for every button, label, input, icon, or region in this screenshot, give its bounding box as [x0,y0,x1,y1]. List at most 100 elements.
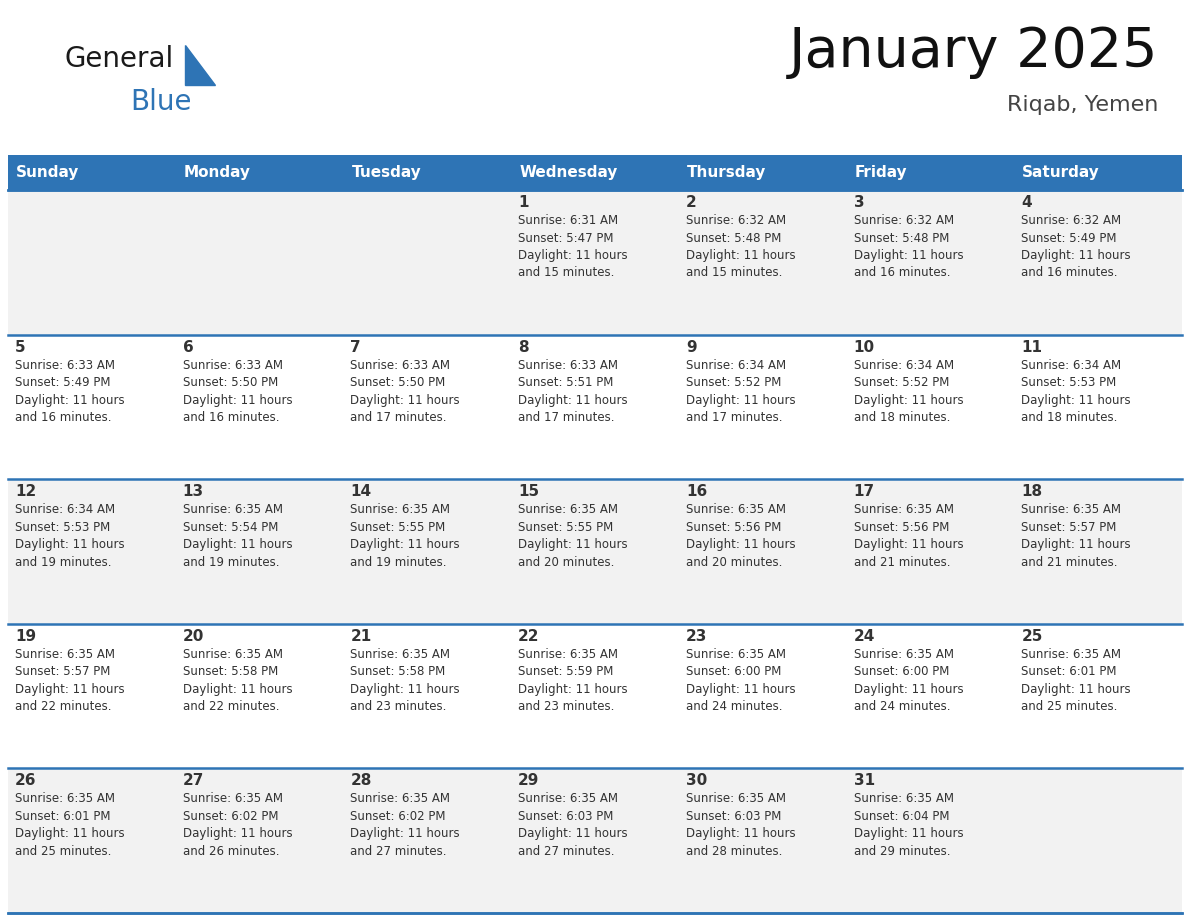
Text: 8: 8 [518,340,529,354]
Text: Sunrise: 6:35 AM
Sunset: 6:00 PM
Daylight: 11 hours
and 24 minutes.: Sunrise: 6:35 AM Sunset: 6:00 PM Dayligh… [685,648,796,713]
Text: Sunrise: 6:35 AM
Sunset: 5:57 PM
Daylight: 11 hours
and 22 minutes.: Sunrise: 6:35 AM Sunset: 5:57 PM Dayligh… [15,648,125,713]
Text: 31: 31 [853,773,874,789]
Bar [8,190,176,334]
Bar [8,768,176,913]
Bar [8,479,176,624]
Text: 27: 27 [183,773,204,789]
Text: Sunrise: 6:34 AM
Sunset: 5:53 PM
Daylight: 11 hours
and 18 minutes.: Sunrise: 6:34 AM Sunset: 5:53 PM Dayligh… [1022,359,1131,424]
Bar [176,155,343,190]
Text: Sunrise: 6:33 AM
Sunset: 5:50 PM
Daylight: 11 hours
and 16 minutes.: Sunrise: 6:33 AM Sunset: 5:50 PM Dayligh… [183,359,292,424]
Bar [176,334,343,479]
Bar [176,768,343,913]
Text: 7: 7 [350,340,361,354]
Text: Riqab, Yemen: Riqab, Yemen [1006,95,1158,115]
Text: Sunrise: 6:32 AM
Sunset: 5:49 PM
Daylight: 11 hours
and 16 minutes.: Sunrise: 6:32 AM Sunset: 5:49 PM Dayligh… [1022,214,1131,279]
Text: 15: 15 [518,484,539,499]
Text: Friday: Friday [854,165,908,180]
Text: 22: 22 [518,629,539,644]
Text: 11: 11 [1022,340,1042,354]
Text: 30: 30 [685,773,707,789]
Text: 19: 19 [15,629,36,644]
Text: Sunrise: 6:35 AM
Sunset: 6:02 PM
Daylight: 11 hours
and 27 minutes.: Sunrise: 6:35 AM Sunset: 6:02 PM Dayligh… [350,792,460,858]
Text: Sunrise: 6:35 AM
Sunset: 6:00 PM
Daylight: 11 hours
and 24 minutes.: Sunrise: 6:35 AM Sunset: 6:00 PM Dayligh… [853,648,963,713]
Bar [847,334,1015,479]
Bar [176,190,343,334]
Bar [1015,624,1182,768]
Text: 17: 17 [853,484,874,499]
Bar [343,624,511,768]
Bar [847,155,1015,190]
Bar [678,479,847,624]
Text: Sunrise: 6:35 AM
Sunset: 5:56 PM
Daylight: 11 hours
and 20 minutes.: Sunrise: 6:35 AM Sunset: 5:56 PM Dayligh… [685,503,796,568]
Text: Tuesday: Tuesday [352,165,422,180]
Text: Blue: Blue [129,88,191,116]
Text: January 2025: January 2025 [789,25,1158,79]
Text: 18: 18 [1022,484,1042,499]
Text: Sunrise: 6:32 AM
Sunset: 5:48 PM
Daylight: 11 hours
and 16 minutes.: Sunrise: 6:32 AM Sunset: 5:48 PM Dayligh… [853,214,963,279]
Bar [847,479,1015,624]
Text: 23: 23 [685,629,707,644]
Text: Sunrise: 6:35 AM
Sunset: 6:01 PM
Daylight: 11 hours
and 25 minutes.: Sunrise: 6:35 AM Sunset: 6:01 PM Dayligh… [1022,648,1131,713]
Text: Sunrise: 6:35 AM
Sunset: 6:02 PM
Daylight: 11 hours
and 26 minutes.: Sunrise: 6:35 AM Sunset: 6:02 PM Dayligh… [183,792,292,858]
Text: 29: 29 [518,773,539,789]
Text: 3: 3 [853,195,864,210]
Text: 9: 9 [685,340,696,354]
Bar [343,190,511,334]
Bar [1015,334,1182,479]
Bar [511,190,678,334]
Text: Sunrise: 6:35 AM
Sunset: 6:01 PM
Daylight: 11 hours
and 25 minutes.: Sunrise: 6:35 AM Sunset: 6:01 PM Dayligh… [15,792,125,858]
Text: 13: 13 [183,484,204,499]
Text: General: General [65,45,175,73]
Text: Sunrise: 6:34 AM
Sunset: 5:52 PM
Daylight: 11 hours
and 18 minutes.: Sunrise: 6:34 AM Sunset: 5:52 PM Dayligh… [853,359,963,424]
Text: 24: 24 [853,629,874,644]
Text: 2: 2 [685,195,696,210]
Text: 1: 1 [518,195,529,210]
Bar [176,624,343,768]
Text: Sunrise: 6:35 AM
Sunset: 5:59 PM
Daylight: 11 hours
and 23 minutes.: Sunrise: 6:35 AM Sunset: 5:59 PM Dayligh… [518,648,627,713]
Text: 5: 5 [15,340,26,354]
Text: Sunrise: 6:35 AM
Sunset: 5:58 PM
Daylight: 11 hours
and 22 minutes.: Sunrise: 6:35 AM Sunset: 5:58 PM Dayligh… [183,648,292,713]
Bar [511,334,678,479]
Text: Sunrise: 6:35 AM
Sunset: 6:03 PM
Daylight: 11 hours
and 28 minutes.: Sunrise: 6:35 AM Sunset: 6:03 PM Dayligh… [685,792,796,858]
Bar [8,624,176,768]
Text: 26: 26 [15,773,37,789]
Bar [511,479,678,624]
Bar [678,624,847,768]
Text: 6: 6 [183,340,194,354]
Text: 28: 28 [350,773,372,789]
Bar [678,334,847,479]
Bar [1015,768,1182,913]
Text: 16: 16 [685,484,707,499]
Bar [343,479,511,624]
Bar [1015,155,1182,190]
Text: 14: 14 [350,484,372,499]
Text: Sunrise: 6:35 AM
Sunset: 6:04 PM
Daylight: 11 hours
and 29 minutes.: Sunrise: 6:35 AM Sunset: 6:04 PM Dayligh… [853,792,963,858]
Bar [847,190,1015,334]
Text: Sunrise: 6:35 AM
Sunset: 5:57 PM
Daylight: 11 hours
and 21 minutes.: Sunrise: 6:35 AM Sunset: 5:57 PM Dayligh… [1022,503,1131,568]
Text: Sunrise: 6:32 AM
Sunset: 5:48 PM
Daylight: 11 hours
and 15 minutes.: Sunrise: 6:32 AM Sunset: 5:48 PM Dayligh… [685,214,796,279]
Text: Thursday: Thursday [687,165,766,180]
Text: 4: 4 [1022,195,1032,210]
Text: Sunrise: 6:33 AM
Sunset: 5:51 PM
Daylight: 11 hours
and 17 minutes.: Sunrise: 6:33 AM Sunset: 5:51 PM Dayligh… [518,359,627,424]
Text: Sunrise: 6:34 AM
Sunset: 5:52 PM
Daylight: 11 hours
and 17 minutes.: Sunrise: 6:34 AM Sunset: 5:52 PM Dayligh… [685,359,796,424]
Text: Monday: Monday [184,165,251,180]
Text: Sunrise: 6:35 AM
Sunset: 6:03 PM
Daylight: 11 hours
and 27 minutes.: Sunrise: 6:35 AM Sunset: 6:03 PM Dayligh… [518,792,627,858]
Bar [511,155,678,190]
Text: Sunrise: 6:33 AM
Sunset: 5:49 PM
Daylight: 11 hours
and 16 minutes.: Sunrise: 6:33 AM Sunset: 5:49 PM Dayligh… [15,359,125,424]
Text: Sunrise: 6:33 AM
Sunset: 5:50 PM
Daylight: 11 hours
and 17 minutes.: Sunrise: 6:33 AM Sunset: 5:50 PM Dayligh… [350,359,460,424]
Bar [343,334,511,479]
Bar [847,768,1015,913]
Text: Sunrise: 6:35 AM
Sunset: 5:55 PM
Daylight: 11 hours
and 20 minutes.: Sunrise: 6:35 AM Sunset: 5:55 PM Dayligh… [518,503,627,568]
Text: Sunrise: 6:34 AM
Sunset: 5:53 PM
Daylight: 11 hours
and 19 minutes.: Sunrise: 6:34 AM Sunset: 5:53 PM Dayligh… [15,503,125,568]
Text: Sunrise: 6:31 AM
Sunset: 5:47 PM
Daylight: 11 hours
and 15 minutes.: Sunrise: 6:31 AM Sunset: 5:47 PM Dayligh… [518,214,627,279]
Bar [8,155,176,190]
Bar [678,768,847,913]
Bar [511,624,678,768]
Text: 20: 20 [183,629,204,644]
Bar [1015,479,1182,624]
Bar [678,155,847,190]
Bar [8,334,176,479]
Bar [343,155,511,190]
Text: 12: 12 [15,484,37,499]
Bar [176,479,343,624]
